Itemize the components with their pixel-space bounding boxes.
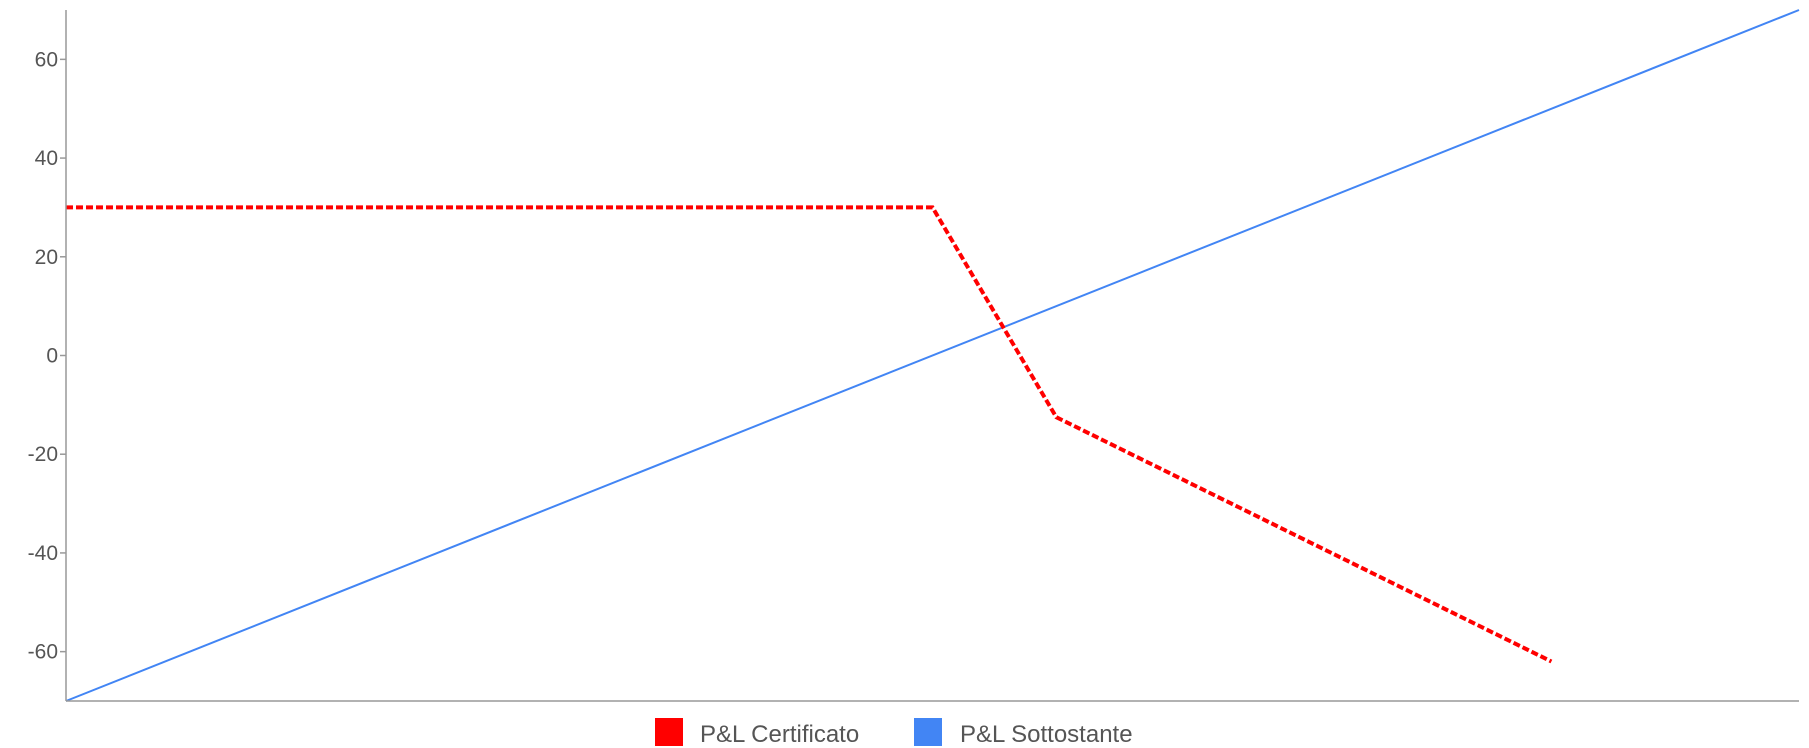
y-tick-label: 20 xyxy=(35,246,58,269)
chart-legend: P&L Certificato P&L Sottostante xyxy=(655,718,1133,748)
y-tick-label: -60 xyxy=(28,641,58,664)
legend-label-sottostante: P&L Sottostante xyxy=(960,721,1133,748)
series-layer xyxy=(65,9,1800,702)
legend-item-sottostante[interactable]: P&L Sottostante xyxy=(914,718,1133,748)
legend-label-certificato: P&L Certificato xyxy=(700,721,859,748)
series-line-sottostante xyxy=(65,9,1800,702)
legend-swatch-sottostante xyxy=(914,718,942,746)
y-tick-label: -20 xyxy=(28,443,58,466)
legend-swatch-certificato xyxy=(655,718,683,746)
legend-item-certificato[interactable]: P&L Certificato xyxy=(655,718,859,748)
y-axis-ticks: 60 40 20 0 -20 -40 -60 xyxy=(28,48,66,664)
y-tick-label: 0 xyxy=(46,345,58,368)
y-tick-label: 60 xyxy=(35,48,58,71)
series-line-certificato xyxy=(66,205,1553,664)
y-tick-label: 40 xyxy=(35,147,58,170)
y-tick-label: -40 xyxy=(28,542,58,565)
